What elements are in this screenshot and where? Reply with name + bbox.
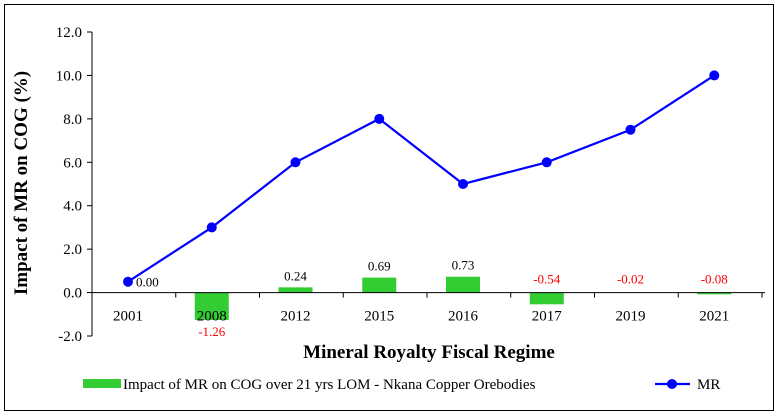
y-axis-title: Impact of MR on COG (%) (11, 71, 32, 295)
bar (529, 292, 564, 305)
bar (194, 292, 229, 320)
chart-frame: -2.0 0.0 2.0 4.0 6.0 8.0 10.0 12.0 0.00 -1.26 0.2… (4, 4, 774, 411)
x-axis (91, 292, 765, 298)
bar-data-label: 0.73 (452, 258, 475, 273)
legend-bar-swatch (83, 379, 121, 388)
legend-line-marker (667, 379, 677, 389)
y-axis-ticks: -2.0 0.0 2.0 4.0 6.0 8.0 10.0 12.0 (56, 25, 92, 345)
mr-point (625, 124, 636, 135)
bar-data-label: 0.00 (136, 275, 159, 290)
bar-data-label: -0.54 (533, 272, 561, 287)
bar-data-label: -0.02 (617, 272, 644, 287)
bar-series (194, 276, 732, 320)
x-tick-label: 2008 (197, 309, 227, 325)
mr-line (127, 74, 715, 283)
mr-point (709, 70, 720, 81)
mr-point (541, 157, 552, 168)
y-tick-label: 10.0 (56, 68, 82, 84)
mr-point (206, 222, 217, 233)
mr-point (458, 179, 468, 189)
bar (697, 292, 732, 295)
legend-bar-label: Impact of MR on COG over 21 yrs LOM - Nk… (123, 377, 536, 393)
x-axis-tick-labels: 2001 2008 2012 2015 2016 2017 2019 2021 (113, 309, 729, 325)
x-tick-label: 2016 (448, 309, 479, 325)
x-axis-title: Mineral Royalty Fiscal Regime (303, 342, 555, 363)
bar-data-label: 0.69 (368, 259, 391, 274)
x-tick-label: 2017 (532, 309, 563, 325)
x-tick-label: 2021 (699, 309, 729, 325)
y-tick-label: 0.0 (63, 286, 82, 302)
x-tick-label: 2015 (364, 309, 394, 325)
bar (362, 277, 397, 293)
mr-point (374, 113, 385, 124)
y-tick-label: 4.0 (63, 199, 82, 215)
legend: Impact of MR on COG over 21 yrs LOM - Nk… (83, 377, 720, 393)
bar-data-labels: 0.00 -1.26 0.24 0.69 0.73 -0.54 -0.02 -0.08 (136, 258, 728, 339)
chart-svg: -2.0 0.0 2.0 4.0 6.0 8.0 10.0 12.0 0.00 -1.26 0.2… (11, 25, 765, 393)
x-tick-label: 2012 (281, 309, 311, 325)
x-tick-label: 2019 (616, 309, 646, 325)
bar (446, 276, 480, 293)
y-tick-label: 2.0 (63, 242, 82, 258)
bar-data-label: 0.24 (284, 268, 307, 283)
mr-point (290, 157, 301, 168)
y-tick-label: 12.0 (56, 25, 82, 41)
bar (278, 287, 313, 293)
legend-line-label: MR (697, 377, 720, 393)
y-tick-label: 6.0 (63, 155, 82, 171)
bar-data-label: -0.08 (701, 272, 728, 287)
y-tick-label: 8.0 (63, 112, 82, 128)
mr-point (123, 276, 133, 287)
x-tick-label: 2001 (113, 309, 143, 325)
y-tick-label: -2.0 (58, 329, 82, 345)
line-series (123, 70, 720, 287)
bar-data-label: -1.26 (198, 324, 226, 339)
